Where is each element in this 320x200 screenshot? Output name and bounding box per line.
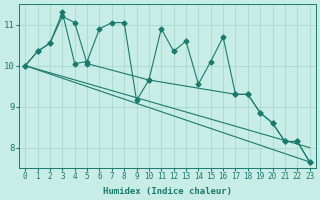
X-axis label: Humidex (Indice chaleur): Humidex (Indice chaleur) [103,187,232,196]
